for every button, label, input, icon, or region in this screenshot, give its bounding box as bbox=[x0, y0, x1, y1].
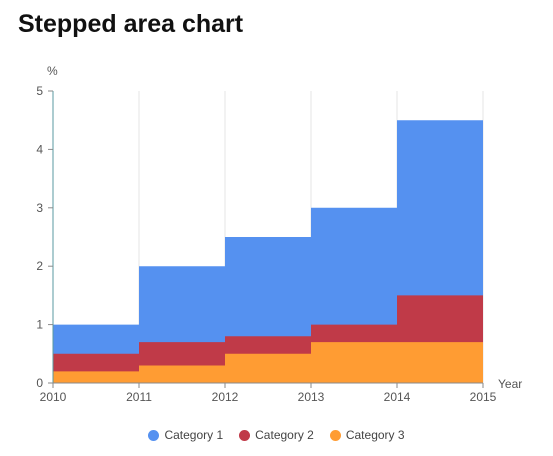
legend-item-category-2[interactable]: Category 2 bbox=[239, 428, 314, 442]
plot-areas bbox=[53, 120, 483, 383]
legend: Category 1 Category 2 Category 3 bbox=[0, 428, 553, 442]
legend-label: Category 1 bbox=[164, 428, 224, 442]
y-tick-label: 0 bbox=[36, 376, 43, 390]
x-tick-label: 2011 bbox=[126, 390, 152, 404]
legend-swatch-icon bbox=[148, 429, 160, 441]
axes bbox=[52, 91, 483, 384]
legend-swatch-icon bbox=[239, 429, 251, 441]
x-tick-label: 2013 bbox=[298, 390, 325, 404]
legend-label: Category 3 bbox=[345, 428, 405, 442]
x-axis-label: Year bbox=[498, 377, 522, 391]
y-tick-label: 5 bbox=[36, 84, 43, 98]
x-tick-label: 2010 bbox=[40, 390, 67, 404]
x-tick-label: 2015 bbox=[470, 390, 497, 404]
stepped-area-chart: 0 1 2 3 4 5 2010 2011 2012 2013 2014 2015 % Year bbox=[36, 64, 522, 404]
legend-item-category-3[interactable]: Category 3 bbox=[329, 428, 405, 442]
area-series-3[interactable] bbox=[53, 342, 483, 383]
y-tick-label: 4 bbox=[36, 142, 43, 156]
x-tick-labels: 2010 2011 2012 2013 2014 2015 bbox=[40, 383, 497, 404]
y-tick-label: 2 bbox=[36, 259, 43, 273]
y-tick-labels: 0 1 2 3 4 5 bbox=[36, 84, 53, 390]
y-tick-label: 1 bbox=[36, 318, 43, 332]
x-tick-label: 2012 bbox=[212, 390, 239, 404]
legend-label: Category 2 bbox=[255, 428, 314, 442]
legend-swatch-icon bbox=[329, 429, 341, 441]
legend-item-category-1[interactable]: Category 1 bbox=[148, 428, 223, 442]
chart-title: Stepped area chart bbox=[18, 10, 244, 38]
y-axis-label: % bbox=[47, 64, 58, 78]
y-tick-label: 3 bbox=[36, 201, 43, 215]
x-tick-label: 2014 bbox=[384, 390, 411, 404]
area-series-1[interactable] bbox=[53, 120, 483, 383]
